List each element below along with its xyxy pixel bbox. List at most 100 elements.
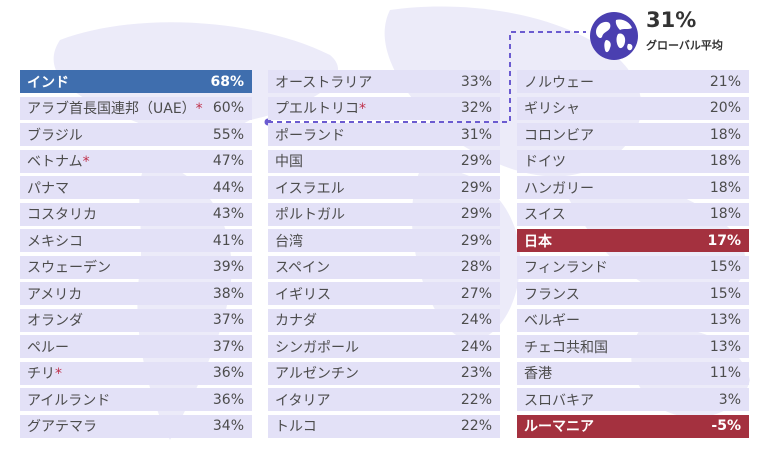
country-name-text: プエルトリコ bbox=[275, 101, 359, 117]
country-name: イスラエル bbox=[275, 178, 345, 198]
country-name-text: ギリシャ bbox=[524, 101, 580, 117]
country-value: 3% bbox=[718, 391, 741, 408]
country-value: 24% bbox=[460, 338, 492, 355]
country-name: オーストラリア bbox=[275, 72, 372, 92]
country-value: 60% bbox=[212, 100, 244, 116]
country-name: スイス bbox=[524, 204, 566, 224]
country-name: オランダ bbox=[27, 310, 83, 330]
country-row: ベトナム* 47% bbox=[20, 149, 252, 173]
country-name-text: 台湾 bbox=[275, 233, 303, 250]
country-row: ハンガリー 18% bbox=[517, 176, 749, 199]
country-row: イスラエル 29% bbox=[268, 176, 500, 199]
country-row: スロバキア 3% bbox=[517, 388, 749, 411]
country-name: 香港 bbox=[524, 363, 552, 383]
country-name-text: コロンビア bbox=[524, 127, 594, 144]
country-name-text: ハンガリー bbox=[524, 180, 594, 197]
country-value: 15% bbox=[709, 285, 741, 302]
country-name: シンガポール bbox=[275, 337, 359, 357]
country-value: 17% bbox=[707, 232, 741, 249]
country-name: プエルトリコ* bbox=[275, 98, 366, 118]
country-name: スロバキア bbox=[524, 390, 594, 410]
country-value: 37% bbox=[212, 338, 244, 355]
country-value: 37% bbox=[212, 312, 244, 328]
country-row: コスタリカ 43% bbox=[20, 202, 252, 226]
country-value: 41% bbox=[212, 232, 244, 249]
country-name-text: チリ bbox=[27, 366, 55, 382]
country-name-text: スイス bbox=[524, 207, 566, 223]
country-name-text: アルゼンチン bbox=[275, 366, 359, 382]
country-row: プエルトリコ* 32% bbox=[268, 96, 500, 120]
country-row: ポーランド 31% bbox=[268, 123, 500, 146]
country-name: ベトナム* bbox=[27, 151, 90, 171]
country-row: ベルギー 13% bbox=[517, 308, 749, 332]
country-value: 13% bbox=[709, 312, 741, 328]
country-row: 日本 17% bbox=[517, 229, 749, 252]
country-name-text: フィンランド bbox=[524, 260, 608, 276]
country-row: イギリス 27% bbox=[268, 282, 500, 305]
country-name-text: インド bbox=[27, 74, 69, 91]
country-value: 21% bbox=[709, 73, 741, 90]
country-row: ペルー 37% bbox=[20, 335, 252, 358]
country-name: アルゼンチン bbox=[275, 363, 359, 383]
country-row: スペイン 28% bbox=[268, 255, 500, 279]
country-column-2: オーストラリア 33% プエルトリコ* 32% ポーランド 31% 中国 29% イスラエル 29… bbox=[268, 70, 500, 441]
country-value: 39% bbox=[212, 259, 244, 275]
country-row: フランス 15% bbox=[517, 282, 749, 305]
country-name-text: アラブ首長国連邦（UAE） bbox=[27, 101, 196, 117]
country-name-text: イスラエル bbox=[275, 180, 345, 197]
asterisk-mark: * bbox=[55, 366, 62, 382]
country-row: ブラジル 55% bbox=[20, 123, 252, 146]
country-name: カナダ bbox=[275, 310, 317, 330]
country-value: -5% bbox=[711, 418, 741, 434]
country-name-text: トルコ bbox=[275, 419, 317, 435]
country-name-text: コスタリカ bbox=[27, 207, 97, 223]
country-value: 55% bbox=[212, 126, 244, 143]
country-name: アメリカ bbox=[27, 284, 82, 304]
country-name: フィンランド bbox=[524, 257, 608, 277]
country-row: ギリシャ 20% bbox=[517, 96, 749, 120]
country-value: 29% bbox=[460, 153, 492, 169]
country-name-text: チェコ共和国 bbox=[524, 339, 608, 356]
country-name-text: ノルウェー bbox=[524, 74, 594, 91]
country-value: 24% bbox=[460, 312, 492, 328]
country-row: 香港 11% bbox=[517, 361, 749, 385]
country-row: オランダ 37% bbox=[20, 308, 252, 332]
country-row: フィンランド 15% bbox=[517, 255, 749, 279]
country-name: 日本 bbox=[524, 231, 552, 251]
country-name: コスタリカ bbox=[27, 204, 97, 224]
country-name: フランス bbox=[524, 284, 580, 304]
country-value: 18% bbox=[709, 153, 741, 169]
country-name: 台湾 bbox=[275, 231, 303, 251]
country-row: 中国 29% bbox=[268, 149, 500, 173]
country-value: 18% bbox=[709, 206, 741, 222]
country-name-text: ベルギー bbox=[524, 313, 580, 329]
country-name: スウェーデン bbox=[27, 257, 111, 277]
country-value: 47% bbox=[212, 153, 244, 169]
country-name: コロンビア bbox=[524, 125, 594, 145]
country-name-text: オランダ bbox=[27, 313, 83, 329]
globe-icon bbox=[588, 10, 640, 62]
country-value: 32% bbox=[460, 100, 492, 116]
country-value: 36% bbox=[212, 391, 244, 408]
country-row: 台湾 29% bbox=[268, 229, 500, 252]
country-name-text: スウェーデン bbox=[27, 260, 111, 276]
country-name: アラブ首長国連邦（UAE）* bbox=[27, 98, 203, 118]
country-name-text: フランス bbox=[524, 286, 580, 303]
country-name-text: アイルランド bbox=[27, 392, 111, 409]
country-name-text: ポルトガル bbox=[275, 207, 345, 223]
country-row: ドイツ 18% bbox=[517, 149, 749, 173]
country-name-text: ブラジル bbox=[27, 127, 83, 144]
global-average-value: 31% bbox=[646, 8, 697, 32]
country-name: ブラジル bbox=[27, 125, 83, 145]
country-name: トルコ bbox=[275, 416, 317, 436]
country-value: 18% bbox=[709, 126, 741, 143]
country-value: 68% bbox=[210, 73, 244, 90]
asterisk-mark: * bbox=[195, 101, 203, 117]
country-name: グアテマラ bbox=[27, 416, 97, 436]
country-name: スペイン bbox=[275, 257, 330, 277]
country-value: 13% bbox=[709, 338, 741, 355]
country-name-text: スペイン bbox=[275, 260, 331, 276]
country-name: ルーマニア bbox=[524, 416, 594, 436]
country-column-3: ノルウェー 21% ギリシャ 20% コロンビア 18% ドイツ 18% ハンガリー 18% スイス… bbox=[517, 70, 749, 441]
country-row: ルーマニア -5% bbox=[517, 414, 749, 438]
